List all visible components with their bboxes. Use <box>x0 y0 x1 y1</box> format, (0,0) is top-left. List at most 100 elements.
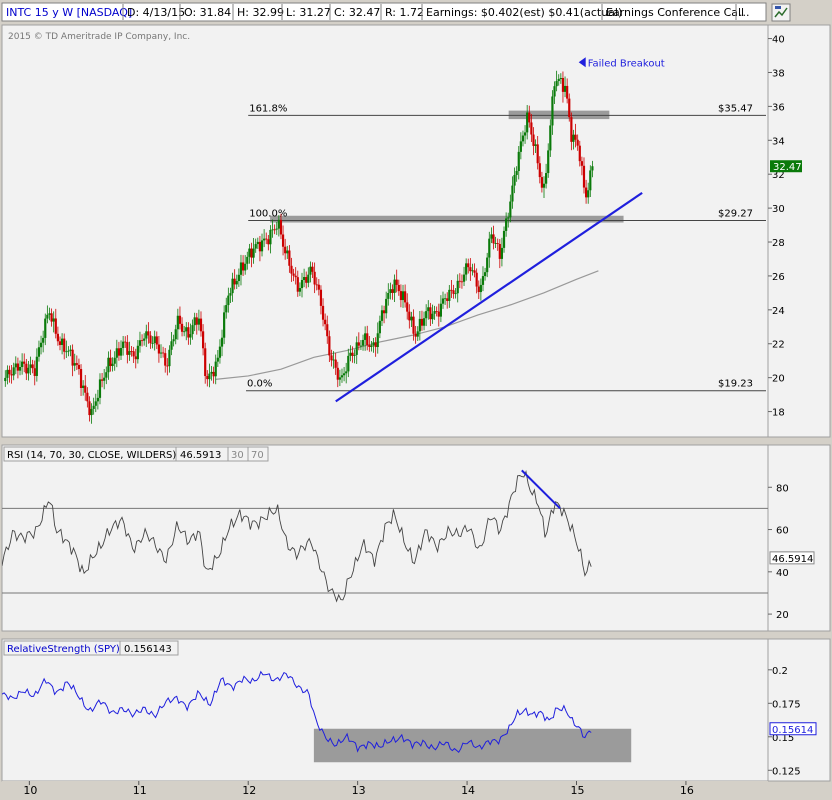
candle-body <box>201 331 205 349</box>
candle-body <box>206 376 209 380</box>
candle-body <box>187 327 190 338</box>
candle-body <box>574 134 577 140</box>
relative-strength-line <box>2 670 592 753</box>
candle-body <box>166 365 169 367</box>
rs-tick-label: 0.125 <box>772 766 801 777</box>
candle-body <box>490 234 493 239</box>
header-field <box>1 2 767 22</box>
candle-body <box>511 185 514 202</box>
candle-body <box>153 336 156 344</box>
time-axis: 10 11 12 13 14 15 16 <box>23 781 694 797</box>
candle-body <box>75 363 78 365</box>
relative-strength-value: 0.156143 <box>124 644 172 655</box>
rsi-param-2: 70 <box>251 450 264 461</box>
time-tick-label: 13 <box>352 784 366 797</box>
candle-body <box>84 385 87 393</box>
candle-body <box>250 248 253 258</box>
candle-body <box>456 280 459 294</box>
rs-tick-label: 0.15 <box>772 733 794 744</box>
relative-strength-plot <box>2 670 632 763</box>
date-label: D: 4/13/15 <box>127 6 185 19</box>
candle-body <box>100 379 104 381</box>
time-axis-panel <box>2 781 768 799</box>
candle-body <box>52 318 55 322</box>
time-tick-label: 12 <box>242 784 256 797</box>
low-label: L: 31.27 <box>286 6 331 19</box>
candle-body <box>589 170 592 191</box>
candle-body <box>292 273 295 276</box>
candle-body <box>117 348 121 356</box>
candle-body <box>54 318 57 334</box>
last-price-marker <box>770 160 802 173</box>
candle-body <box>401 291 405 301</box>
candle-body <box>39 342 43 348</box>
candle-body <box>143 338 146 341</box>
price-tick-label: 36 <box>772 102 785 113</box>
candle-body <box>107 357 110 373</box>
rsi-trendline <box>521 469 561 510</box>
candle-body <box>460 281 464 283</box>
candle-body <box>454 293 457 295</box>
candle-body <box>395 279 398 285</box>
candle-body <box>324 319 327 325</box>
candle-body <box>46 314 49 319</box>
candle-body <box>128 351 131 355</box>
candle-body <box>88 401 91 416</box>
candle-body <box>515 171 518 175</box>
symbol-label[interactable]: INTC 15 y W [NASDAQ] <box>6 6 132 19</box>
candle-body <box>342 373 346 376</box>
rsi-last-marker <box>769 551 815 565</box>
candle-body <box>168 349 171 367</box>
price-tick-label: 20 <box>772 374 785 385</box>
candle-body <box>277 219 280 229</box>
copyright-text: 2015 © TD Ameritrade IP Company, Inc. <box>8 32 190 42</box>
candle-body <box>294 275 297 278</box>
candle-body <box>410 316 413 321</box>
last-price-label: 32.47 <box>773 162 802 173</box>
candle-body <box>439 303 442 317</box>
candle-body <box>420 318 424 326</box>
candle-body <box>185 327 188 332</box>
candle-body <box>425 311 428 319</box>
candle-body <box>244 263 247 271</box>
more-label[interactable]: ... <box>739 6 750 19</box>
candle-body <box>441 298 445 304</box>
candle-body <box>404 291 407 303</box>
candle-body <box>56 333 59 342</box>
candle-body <box>195 317 198 325</box>
candle-body <box>145 331 148 339</box>
candle-body <box>391 289 394 293</box>
candle-body <box>488 238 491 258</box>
candle-body <box>12 367 15 376</box>
relative-strength-axis-panel <box>767 638 831 782</box>
candle-body <box>111 363 114 367</box>
candle-body <box>523 132 527 136</box>
candle-body <box>526 112 529 133</box>
time-tick-label: 14 <box>461 784 475 797</box>
time-tick-label: 15 <box>571 784 585 797</box>
candle-body <box>507 217 510 219</box>
candle-body <box>44 318 47 338</box>
candle-body <box>393 279 396 293</box>
candle-body <box>281 234 285 247</box>
candle-body <box>271 229 274 231</box>
candle-body <box>315 284 318 286</box>
candle-body <box>27 367 30 374</box>
candle-body <box>572 134 575 142</box>
candle-body <box>246 256 249 264</box>
settings-icon[interactable] <box>771 3 791 22</box>
candle-body <box>10 374 13 376</box>
candle-body <box>536 144 539 164</box>
rsi-tick-label: 60 <box>776 526 789 537</box>
candle-body <box>414 333 417 337</box>
candle-body <box>568 98 571 118</box>
candle-body <box>469 267 472 272</box>
price-tick-label: 24 <box>772 306 785 317</box>
close-label: C: 32.47 <box>334 6 380 19</box>
price-plot: 161.8% $35.47 100.0% $29.27 0.0% $19.23 Failed… <box>4 57 766 424</box>
candle-body <box>418 318 421 332</box>
price-tick-label: 34 <box>772 136 785 147</box>
candle-body <box>183 331 186 333</box>
candle-body <box>138 340 142 346</box>
candle-body <box>21 361 24 367</box>
